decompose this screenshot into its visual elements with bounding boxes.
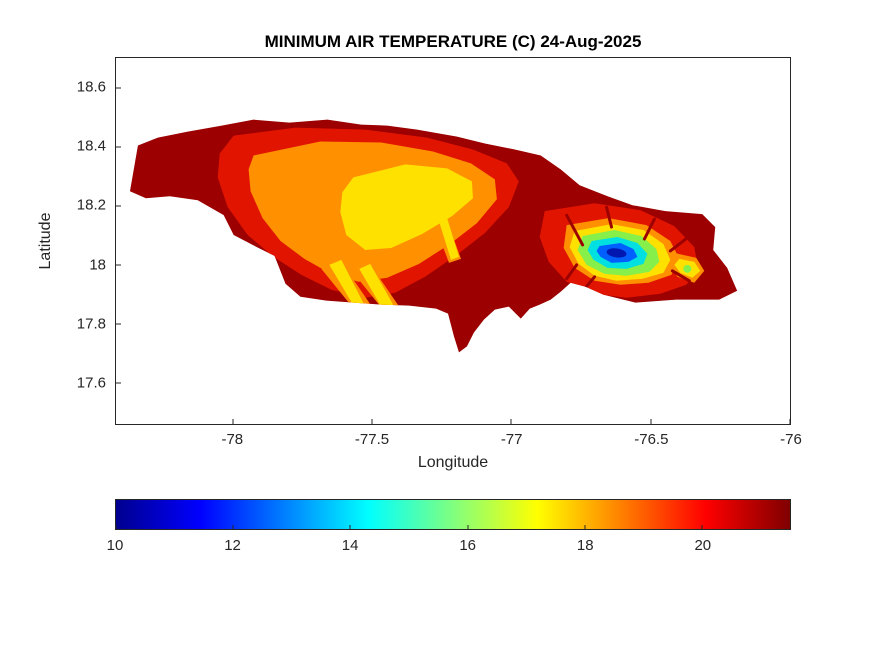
colorbar-tick-mark: [467, 525, 469, 529]
y-tick-label: 17.6: [76, 374, 106, 392]
x-tick-label: -77: [500, 431, 523, 448]
colorbar-tick-mark: [115, 525, 117, 529]
x-tick-mark: [650, 419, 652, 424]
temperature-map: [129, 119, 738, 353]
y-tick-mark: [116, 205, 121, 207]
y-tick-label: 18.4: [76, 137, 106, 155]
chart-title: MINIMUM AIR TEMPERATURE (C) 24-Aug-2025: [264, 32, 642, 51]
y-tick-mark: [116, 87, 121, 89]
y-tick-mark: [116, 264, 121, 266]
temp-streak-yellow-3: [437, 211, 459, 260]
colorbar-tick-mark: [584, 525, 586, 529]
colorbar-tick-label: 18: [576, 537, 594, 554]
x-tick-mark: [371, 419, 373, 424]
x-tick-label: -78: [221, 431, 244, 448]
y-tick-label: 18.6: [76, 78, 106, 96]
colorbar-tick-mark: [701, 525, 703, 529]
y-tick-label: 17.8: [76, 315, 106, 333]
colorbar-tick-label: 14: [341, 537, 359, 554]
x-tick-label: -76.5: [634, 431, 669, 448]
colorbar-tick-label: 10: [106, 537, 124, 554]
x-tick-label-row: -78 -77.5 -77 -76.5 -76: [115, 431, 801, 451]
colorbar-tick-label: 16: [459, 537, 477, 554]
east-tip-cool-spot: [683, 264, 692, 273]
ridge-valley-streaks: [565, 205, 691, 291]
x-tick-mark: [510, 419, 512, 424]
y-tick-label: 18: [89, 256, 106, 274]
y-tick-label-col: 18.6 18.4 18.2 18 17.8 17.6: [0, 57, 106, 425]
plot-area: [115, 57, 791, 425]
y-tick-mark: [116, 146, 121, 148]
x-tick-mark: [789, 419, 791, 424]
colorbar-tick-label: 20: [694, 537, 712, 554]
y-tick-label: 18.2: [76, 196, 106, 214]
x-tick-label: -76: [780, 431, 802, 448]
colorbar-tick-label: 12: [224, 537, 241, 554]
colorbar: [115, 499, 791, 530]
y-tick-mark: [116, 323, 121, 325]
blue-mountains-coldest-spot: [606, 248, 627, 258]
x-tick-label: -77.5: [354, 431, 390, 448]
temp-streak-yellow-1: [329, 259, 366, 309]
x-tick-mark: [232, 419, 234, 424]
colorbar-label-row: 10 12 14 16 18 20: [107, 537, 791, 557]
temp-region-yellow-core: [340, 164, 473, 250]
colorbar-tick-mark: [232, 525, 234, 529]
colorbar-tick-mark: [349, 525, 351, 529]
x-axis-label: Longitude: [417, 454, 489, 471]
temp-streak-yellow-2: [359, 263, 394, 307]
y-tick-mark: [116, 382, 121, 384]
